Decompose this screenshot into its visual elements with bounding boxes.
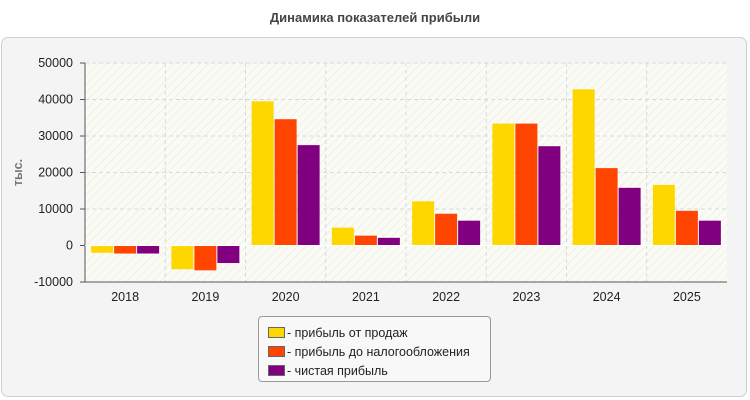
legend-swatch-pretax-profit [268, 346, 285, 357]
bar-2018-s3 [137, 245, 160, 254]
y-tick-label: -10000 [34, 275, 73, 289]
x-tick-label: 2019 [191, 290, 219, 304]
y-axis-label: тыс. [11, 159, 25, 186]
legend-label-sales-profit: - прибыль от продаж [287, 325, 408, 340]
x-tick-label: 2018 [111, 290, 139, 304]
bar-2025-s2 [675, 210, 698, 246]
bar-2025-s1 [652, 184, 675, 246]
bar-2025-s3 [698, 220, 721, 246]
bar-2023-s2 [515, 123, 538, 246]
bar-2020-s3 [297, 145, 320, 246]
bar-2024-s1 [572, 89, 595, 246]
bar-2023-s1 [492, 123, 515, 246]
bar-2019-s1 [171, 245, 194, 270]
legend-label-net-profit: - чистая прибыль [287, 363, 388, 378]
legend-item-pretax-profit: - прибыль до налогообложения [268, 342, 490, 361]
bar-2019-s2 [194, 245, 217, 271]
chart-title: Динамика показателей прибыли [269, 10, 481, 25]
legend: - прибыль от продаж - прибыль до налогоо… [258, 316, 491, 382]
bar-2020-s2 [274, 119, 297, 246]
y-tick-label: 10000 [38, 202, 73, 216]
legend-item-sales-profit: - прибыль от продаж [268, 323, 490, 342]
bar-2018-s2 [114, 245, 137, 254]
bar-2022-s1 [412, 201, 435, 246]
bar-2024-s3 [618, 187, 641, 246]
y-tick-label: 0 [66, 239, 73, 253]
legend-swatch-sales-profit [268, 327, 285, 338]
bar-2021-s2 [354, 235, 377, 246]
y-tick-label: 50000 [38, 56, 73, 70]
bar-2022-s3 [458, 220, 481, 246]
x-tick-label: 2023 [512, 290, 540, 304]
y-tick-label: 20000 [38, 166, 73, 180]
y-tick-label: 30000 [38, 129, 73, 143]
bar-2020-s1 [251, 101, 274, 246]
bar-2023-s3 [538, 146, 561, 246]
x-tick-label: 2022 [432, 290, 460, 304]
x-tick-label: 2020 [272, 290, 300, 304]
x-tick-label: 2025 [673, 290, 701, 304]
bar-2019-s3 [217, 245, 240, 264]
x-tick-label: 2021 [352, 290, 380, 304]
y-tick-label: 40000 [38, 93, 73, 107]
legend-item-net-profit: - чистая прибыль [268, 361, 490, 380]
bar-2024-s2 [595, 168, 618, 246]
legend-swatch-net-profit [268, 365, 285, 376]
bar-2022-s2 [435, 213, 458, 246]
bar-2021-s1 [331, 227, 354, 246]
x-tick-label: 2024 [593, 290, 621, 304]
bar-2021-s3 [377, 237, 400, 246]
bar-2018-s1 [91, 245, 114, 253]
legend-label-pretax-profit: - прибыль до налогообложения [287, 344, 470, 359]
